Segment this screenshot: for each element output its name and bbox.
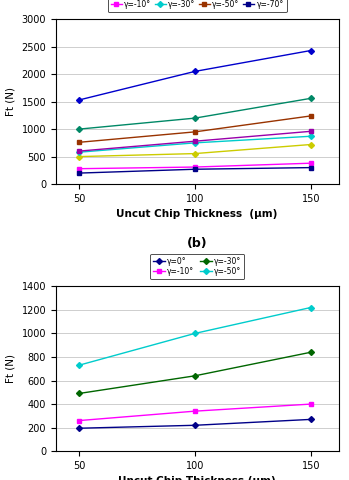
Line: γ=-10°: γ=-10° [77,402,313,423]
γ=-10° [77,418,81,423]
Line: γ=-60°: γ=-60° [77,96,313,131]
γ=-70° [309,165,313,170]
γ=-20° [309,142,313,147]
γ=-50° [193,331,197,336]
X-axis label: Uncut Chip Thickness (μm): Uncut Chip Thickness (μm) [118,477,276,480]
γ=0° [77,97,81,103]
γ=-20° [77,154,81,159]
Y-axis label: Ft (N): Ft (N) [6,354,16,383]
γ=-10° [77,166,81,171]
γ=-70° [77,170,81,176]
Text: (b): (b) [187,237,208,250]
γ=-30° [77,149,81,155]
γ=-30° [77,391,81,396]
γ=-40° [77,148,81,154]
Line: γ=-50°: γ=-50° [77,305,313,367]
Line: γ=-70°: γ=-70° [77,166,313,175]
γ=-40° [309,129,313,134]
γ=-10° [309,160,313,166]
γ=-10° [193,164,197,170]
γ=0° [77,425,81,431]
Line: γ=-10°: γ=-10° [77,161,313,171]
γ=-10° [309,401,313,407]
γ=-50° [193,129,197,135]
Y-axis label: Ft (N): Ft (N) [6,87,16,116]
γ=-30° [193,140,197,146]
γ=0° [309,48,313,53]
γ=-60° [77,126,81,132]
Line: γ=-20°: γ=-20° [77,143,313,159]
γ=-50° [309,113,313,119]
γ=-30° [193,373,197,379]
Line: γ=-30°: γ=-30° [77,134,313,154]
γ=-40° [193,138,197,144]
γ=-50° [77,362,81,368]
γ=-50° [309,305,313,311]
Line: γ=0°: γ=0° [77,417,313,430]
Legend: γ=0°, γ=-10°, γ=-20°, γ=-30°, γ=-40°, γ=-50°, γ=-60°, γ=-70°: γ=0°, γ=-10°, γ=-20°, γ=-30°, γ=-40°, γ=… [107,0,287,12]
γ=-70° [193,167,197,172]
γ=0° [193,422,197,428]
γ=-50° [77,139,81,145]
X-axis label: Uncut Chip Thickness  (μm): Uncut Chip Thickness (μm) [117,209,278,219]
Line: γ=-30°: γ=-30° [77,350,313,396]
γ=0° [309,417,313,422]
γ=-30° [309,133,313,139]
γ=-20° [193,151,197,156]
γ=-60° [193,115,197,121]
Line: γ=-40°: γ=-40° [77,129,313,153]
Legend: γ=0°, γ=-10°, γ=-30°, γ=-50°: γ=0°, γ=-10°, γ=-30°, γ=-50° [150,254,244,279]
γ=-60° [309,96,313,101]
Line: γ=-50°: γ=-50° [77,114,313,144]
γ=0° [193,69,197,74]
γ=-10° [193,408,197,414]
Line: γ=0°: γ=0° [77,48,313,102]
γ=-30° [309,349,313,355]
